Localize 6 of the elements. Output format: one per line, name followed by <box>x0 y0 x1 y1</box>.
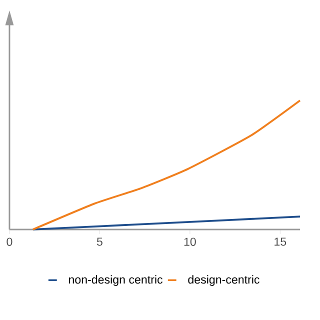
legend-label: design-centric <box>188 275 260 286</box>
x-tick-label: 10 <box>184 238 196 246</box>
legend-label: non-design centric <box>69 275 163 286</box>
x-tick-label: 0 <box>6 238 12 246</box>
x-tick-label: 15 <box>274 238 286 246</box>
x-tick-label: 5 <box>96 238 102 246</box>
